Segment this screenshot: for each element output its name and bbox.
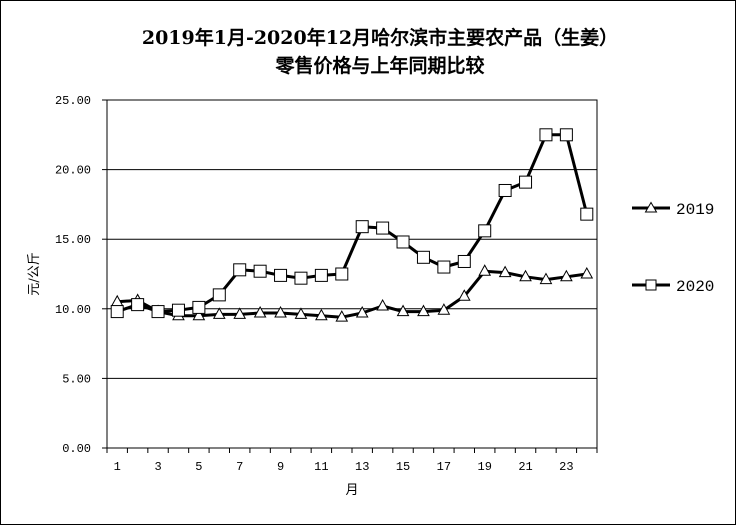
data-point-2019 [519, 269, 532, 282]
series-lines [110, 128, 594, 322]
data-point-2020 [539, 128, 553, 142]
data-point-2019 [580, 266, 594, 279]
data-point-2019 [315, 308, 328, 321]
data-point-2019 [457, 289, 471, 301]
data-point-2019 [437, 303, 451, 315]
data-point-2019 [192, 308, 206, 321]
data-point-2020 [437, 260, 451, 274]
y-tick-label: 5.00 [62, 372, 91, 386]
data-point-2020 [274, 268, 288, 282]
data-point-2019 [233, 307, 247, 319]
data-point-2019 [335, 310, 349, 322]
x-tick-label: 7 [236, 460, 243, 474]
data-point-2020 [151, 305, 165, 319]
legend-label-2020: 2020 [676, 278, 714, 296]
data-point-2019 [294, 307, 308, 319]
data-point-2020 [233, 263, 247, 277]
x-tick-label: 11 [314, 460, 328, 474]
data-point-2020 [416, 250, 430, 264]
y-axis-label: 元/公斤 [27, 252, 42, 295]
legend-marker-2019 [644, 201, 658, 213]
data-point-2020 [335, 267, 349, 281]
x-tick-label: 15 [396, 460, 410, 474]
y-tick-label: 0.00 [62, 442, 91, 456]
data-point-2020 [171, 303, 185, 317]
data-point-2019 [253, 305, 267, 318]
data-point-2019 [274, 305, 287, 318]
data-point-2019 [539, 272, 553, 285]
legend: 2019 2020 [632, 201, 714, 296]
data-point-2020 [212, 288, 226, 302]
x-tick-label: 17 [437, 460, 451, 474]
x-tick-label: 21 [518, 460, 532, 474]
data-point-2020 [376, 221, 390, 235]
data-point-2020 [192, 300, 206, 314]
legend-marker-2020 [645, 279, 657, 291]
chart-title-line1: 2019年1月-2020年12月哈尔滨市主要农产品（生姜） [142, 26, 618, 49]
data-point-2020 [580, 207, 594, 221]
data-point-2019 [560, 269, 573, 282]
x-tick-label: 23 [559, 460, 573, 474]
data-point-2019 [396, 304, 410, 317]
data-point-2019 [498, 265, 512, 278]
data-point-2020 [355, 220, 369, 234]
series-line-2020 [116, 133, 589, 314]
data-point-2020 [396, 235, 410, 249]
y-tick-label: 15.00 [55, 233, 91, 247]
x-axis-label: 月 [345, 483, 358, 498]
data-point-2019 [417, 304, 430, 317]
x-tick-label: 1 [114, 460, 121, 474]
data-point-2020 [294, 271, 308, 285]
chart-title-line2: 零售价格与上年同期比较 [274, 54, 484, 77]
data-point-2019 [478, 264, 492, 276]
x-tick-label: 5 [195, 460, 202, 474]
x-axis-ticks: 1 3 5 7 9 11 13 15 17 19 21 23 [106, 448, 598, 474]
x-tick-label: 3 [154, 460, 161, 474]
data-point-2020 [498, 183, 512, 197]
legend-label-2019: 2019 [676, 201, 714, 219]
data-point-2020 [478, 224, 492, 238]
x-tick-label: 13 [355, 460, 369, 474]
y-axis-ticks: 0.00 5.00 10.00 15.00 20.00 25.00 [55, 94, 107, 456]
data-point-2019 [376, 298, 389, 311]
y-tick-label: 25.00 [55, 94, 91, 108]
data-point-2019 [355, 305, 369, 318]
x-tick-label: 9 [277, 460, 284, 474]
data-point-2020 [110, 305, 124, 319]
data-point-2020 [457, 254, 471, 268]
y-tick-label: 20.00 [55, 164, 91, 178]
data-point-2019 [212, 307, 226, 319]
data-point-2020 [131, 298, 145, 312]
data-point-2020 [559, 128, 573, 142]
x-tick-label: 19 [478, 460, 492, 474]
data-point-2020 [314, 268, 328, 282]
data-point-2020 [519, 175, 533, 189]
y-tick-label: 10.00 [55, 303, 91, 317]
data-point-2020 [253, 264, 267, 278]
